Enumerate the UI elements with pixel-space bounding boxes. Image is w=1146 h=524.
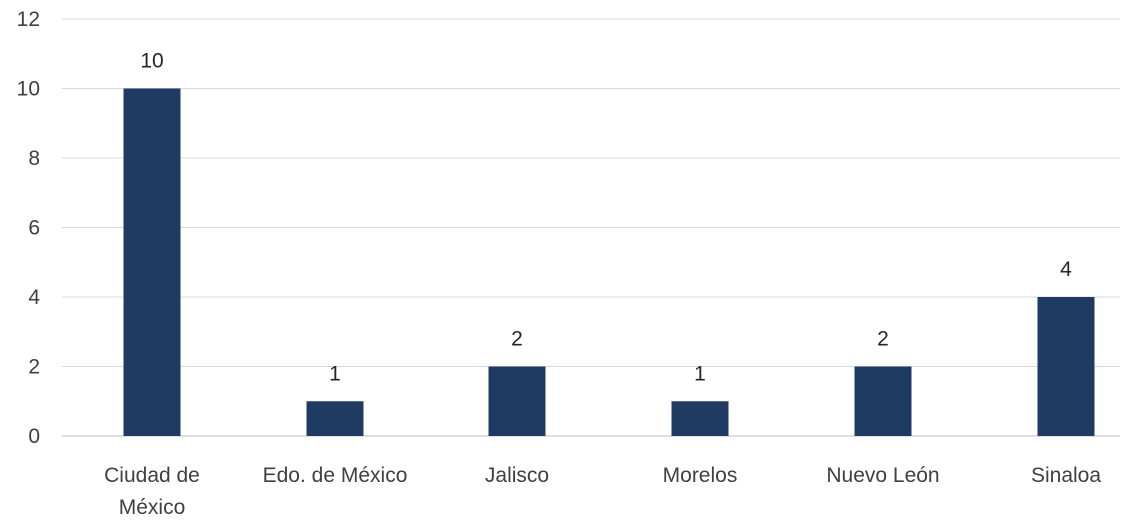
y-tick-label: 12: [17, 8, 40, 31]
data-label: 2: [511, 328, 523, 351]
data-label: 1: [329, 362, 341, 385]
y-tick-label: 4: [28, 286, 40, 309]
x-tick-label: Nuevo León: [826, 464, 939, 487]
y-tick-label: 6: [28, 217, 40, 240]
x-tick-label-line: Jalisco: [485, 464, 549, 487]
gridlines: [62, 18, 1120, 437]
x-tick-label-line: Edo. de México: [263, 464, 408, 487]
y-tick-label: 0: [28, 425, 40, 448]
x-tick-label: Edo. de México: [263, 464, 408, 487]
bar: [306, 401, 364, 436]
bars: [123, 88, 1095, 436]
data-label: 1: [694, 362, 706, 385]
bar: [1037, 297, 1095, 436]
x-tick-label: Morelos: [663, 464, 738, 487]
x-tick-label-line: México: [119, 496, 186, 519]
x-tick-label-line: Sinaloa: [1031, 464, 1101, 487]
x-tick-label: Jalisco: [485, 464, 549, 487]
y-tick-label: 10: [17, 78, 40, 101]
data-label: 2: [877, 328, 889, 351]
data-label: 10: [140, 50, 163, 73]
bar: [671, 401, 729, 436]
data-labels: 10 1 2 1 2 4: [140, 50, 1072, 386]
bar: [854, 366, 912, 436]
data-label: 4: [1060, 258, 1072, 281]
y-tick-label: 2: [28, 356, 40, 379]
y-tick-label: 8: [28, 147, 40, 170]
bar: [488, 366, 546, 436]
x-tick-label-line: Morelos: [663, 464, 738, 487]
x-tick-label: Sinaloa: [1031, 464, 1101, 487]
y-axis-tick-labels: 0 2 4 6 8 10 12: [17, 8, 41, 448]
x-tick-label-line: Ciudad de: [104, 464, 200, 487]
x-axis-tick-labels: Ciudad de México Edo. de México Jalisco More…: [104, 464, 1101, 519]
x-tick-label: Ciudad de México: [104, 464, 200, 519]
bar: [123, 88, 181, 436]
x-tick-label-line: Nuevo León: [826, 464, 939, 487]
